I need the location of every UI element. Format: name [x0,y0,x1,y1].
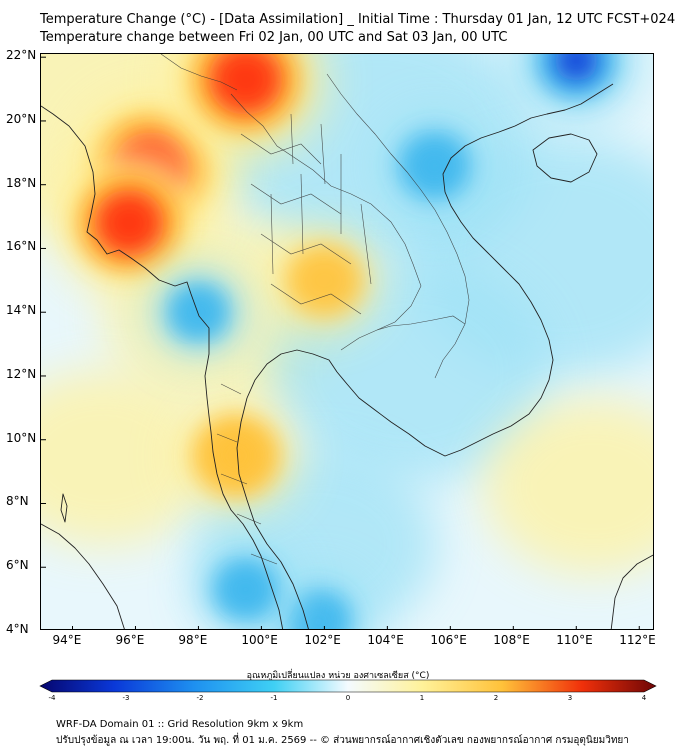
colorbar-title: อุณหภูมิเปลี่ยนแปลง หน่วย องศาเซลเซียส (… [246,671,430,681]
lon-tick-label: 100°E [241,633,278,647]
lon-tick-label: 98°E [178,633,208,647]
colorbar-tick-label: -4 [48,694,56,702]
field-wash [483,398,653,575]
colorbar-tick-label: 0 [345,694,351,702]
border-thailand [230,93,422,351]
colorbar-bar [39,679,657,693]
map-panel [40,53,654,630]
warm-anomaly [93,189,165,257]
map-subtitle: Temperature change between Fri 02 Jan, 0… [40,30,508,45]
cold-anomaly [554,54,599,82]
map-title: Temperature Change (°C) - [Data Assimila… [40,12,676,27]
lon-tick-label: 94°E [52,633,82,647]
colorbar-tick-label: -1 [270,694,278,702]
lat-tick-label: 22°N [6,48,37,63]
coastline-hainan [532,133,598,183]
warm-anomaly [285,243,364,317]
border-laos-vietnam [326,73,470,379]
lat-tick-label: 18°N [6,175,37,190]
colorbar-tick-label: 1 [419,694,425,702]
lat-tick-label: 6°N [6,558,29,573]
warm-anomaly [208,54,283,116]
cold-anomaly [415,147,454,184]
border-myanmar-china [160,54,238,91]
lon-tick-label: 110°E [556,633,593,647]
lat-tick-label: 8°N [6,494,29,509]
lat-tick-label: 4°N [6,622,29,636]
colorbar-tick-label: 3 [567,694,573,702]
province-lines-1 [240,133,362,315]
warm-anomaly [208,429,265,483]
coastline-borneo [610,554,653,629]
colorbar-tick-label: 4 [641,694,647,702]
coastline-andaman [41,105,284,629]
cold-anomaly [228,572,264,607]
lat-tick-label: 16°N [6,239,37,254]
colorbar-tick-label: 2 [493,694,499,702]
footer-model-info: WRF-DA Domain 01 :: Grid Resolution 9km … [56,719,304,730]
cold-anomaly [181,296,216,329]
lon-tick-label: 102°E [304,633,341,647]
lon-tick-label: 104°E [367,633,404,647]
colorbar-tick-label: -3 [122,694,130,702]
colorbar [39,679,657,693]
lon-tick-label: 96°E [115,633,145,647]
lat-tick-label: 10°N [6,430,37,445]
colorbar-tick-label: -2 [196,694,204,702]
border-cambodia [376,315,466,331]
province-lines-2 [270,113,372,285]
lon-tick-label: 108°E [493,633,530,647]
lon-tick-label: 106°E [430,633,467,647]
lon-tick-label: 112°E [619,633,656,647]
coastline-indochina [336,83,614,457]
province-lines-south [216,383,278,565]
footer-credit: ปรับปรุงข้อมูล ณ เวลา 19:00น. วัน พฤ. ที… [56,735,629,746]
temperature-field-layer [41,54,653,629]
cold-anomaly [300,604,337,629]
border-layer [160,54,470,565]
lat-tick-label: 14°N [6,303,37,318]
coastline-sumatra [41,523,125,629]
temperature-change-map [41,54,653,629]
coastline-gulf-west [236,349,338,629]
coastline-andaman-islands [60,493,68,523]
field-wash [41,369,213,546]
coastline-layer [41,83,653,629]
lat-tick-label: 20°N [6,111,37,126]
lat-tick-label: 12°N [6,366,37,381]
